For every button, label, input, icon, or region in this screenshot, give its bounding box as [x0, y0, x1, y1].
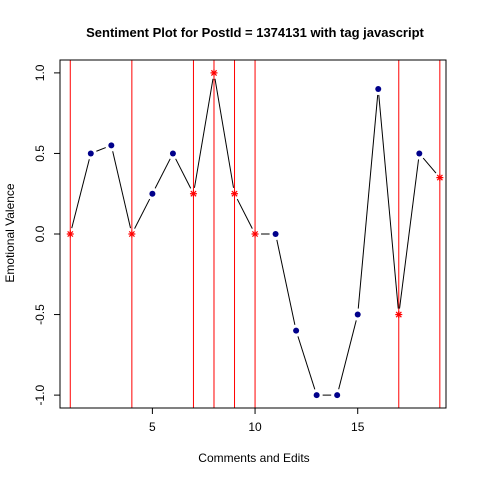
chart-title: Sentiment Plot for PostId = 1374131 with…: [86, 25, 424, 40]
edit-marker: [67, 230, 74, 238]
plot-area: 5 10 15 -1.0 -0.5 0.0 0.5 1.0: [33, 59, 447, 434]
series-line-segment: [378, 94, 399, 309]
data-point: [293, 327, 300, 334]
y-tick-label: -1.0: [33, 384, 47, 405]
data-point: [375, 86, 382, 92]
series-line-segment: [175, 158, 192, 189]
y-axis-label: Emotional Valence: [3, 183, 17, 282]
series-line-segment: [112, 151, 131, 229]
edit-marker: [128, 230, 135, 238]
data-point: [87, 150, 94, 157]
data-point: [334, 392, 341, 399]
series-line-segment: [357, 94, 379, 309]
data-point: [272, 231, 279, 237]
data-point: [313, 392, 320, 399]
edit-marker: [436, 174, 443, 181]
edit-marker: [210, 69, 218, 76]
edit-marker: [252, 230, 259, 238]
y-tick-label: 1.0: [33, 64, 47, 81]
data-point: [108, 142, 115, 149]
series-line-segment: [399, 159, 420, 309]
data-point: [149, 190, 156, 197]
series-line-segment: [193, 78, 214, 188]
y-tick-label: 0.5: [33, 145, 47, 162]
data-point: [169, 150, 176, 157]
series-line-segment: [338, 320, 357, 390]
series-line-segment: [71, 159, 90, 229]
series-line-segment: [276, 239, 296, 325]
x-tick-label: 15: [351, 420, 365, 434]
series-line-segment: [154, 158, 171, 189]
data-point: [416, 150, 423, 157]
edit-marker: [395, 311, 402, 318]
x-axis-label: Comments and Edits: [198, 451, 309, 465]
series-line-segment: [134, 198, 151, 229]
series-line-segment: [214, 78, 235, 188]
data-point: [354, 311, 361, 318]
edit-marker: [190, 190, 197, 197]
edit-marker: [231, 190, 238, 197]
series-line-segment: [297, 336, 316, 390]
series-line-segment: [236, 198, 253, 229]
x-tick-label: 10: [248, 420, 262, 434]
series-line-segment: [96, 147, 106, 152]
y-tick-label: -0.5: [33, 304, 47, 325]
series-line-segment: [422, 157, 437, 174]
y-tick-label: 0.0: [33, 225, 47, 242]
x-tick-label: 5: [149, 420, 156, 434]
